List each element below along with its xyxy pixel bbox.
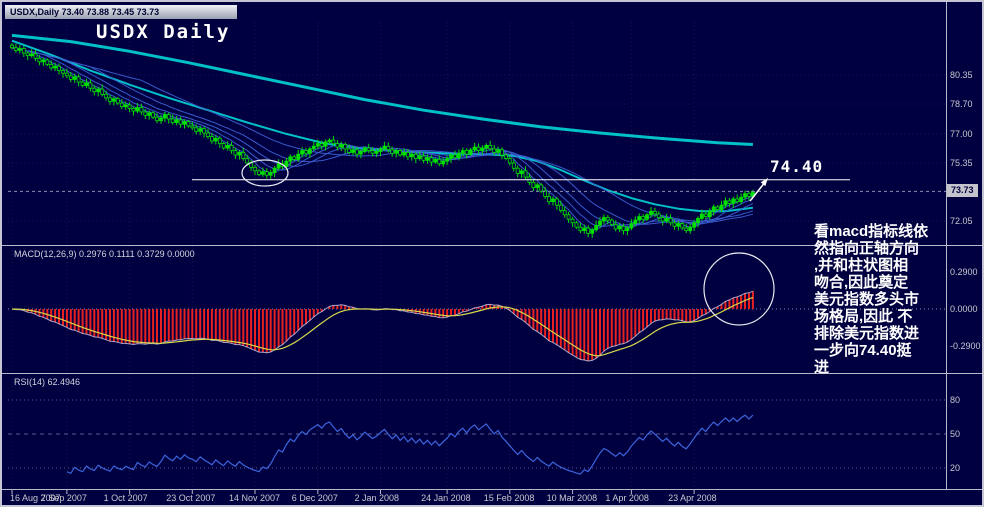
macd-signal-line — [11, 296, 754, 357]
time-axis-label: 7 Sep 2007 — [40, 493, 87, 503]
macd-histogram — [14, 291, 754, 361]
macd-axis-label: -0.2900 — [950, 341, 981, 351]
macd-main-line — [11, 290, 754, 362]
ma_teal_fast-line — [11, 39, 754, 213]
time-axis-label: 1 Apr 2008 — [605, 493, 649, 503]
rsi-axis-label: 20 — [950, 463, 961, 473]
annotation-text: 看macd指标线依 然指向正轴方向 ,并和柱状图相 吻合,因此奠定 美元指数多头… — [814, 223, 929, 376]
macd-axis-label: 0.0000 — [950, 304, 978, 314]
price-axis-label: 75.35 — [950, 158, 973, 168]
chart-title-strip: USDX,Daily 73.40 73.88 73.45 73.73 — [5, 5, 237, 19]
ellipse-annotation-price — [241, 159, 289, 187]
time-axis-label: 23 Apr 2008 — [668, 493, 717, 503]
macd-label: MACD(12,26,9) 0.2976 0.1111 0.3729 0.000… — [14, 249, 195, 259]
candlestick-series — [10, 43, 755, 238]
time-axis-label: 2 Jan 2008 — [354, 493, 400, 503]
ma-fan-lines — [11, 47, 754, 231]
price-axis-label: 77.00 — [950, 128, 973, 139]
rsi-label: RSI(14) 62.4946 — [14, 377, 81, 387]
rsi-axis-label: 50 — [950, 429, 961, 439]
time-axis-label: 1 Oct 2007 — [103, 493, 148, 503]
price-axis-label: 80.35 — [950, 70, 973, 80]
time-axis-label: 23 Oct 2007 — [166, 493, 216, 503]
ma_teal_slow-line — [11, 33, 753, 146]
time-axis-label: 6 Dec 2007 — [291, 493, 338, 503]
current-price-box: 73.73 — [947, 184, 978, 198]
time-axis-label: 24 Jan 2008 — [421, 493, 471, 503]
rsi-axis-label: 80 — [950, 395, 961, 405]
up-arrow-icon — [749, 178, 768, 202]
time-axis-label: 16 Aug 2007 — [10, 493, 61, 503]
rsi-line — [66, 414, 754, 475]
time-axis-label: 15 Feb 2008 — [483, 493, 535, 503]
ellipse-annotation-macd — [703, 252, 775, 326]
trendline-label: 74.40 — [770, 156, 824, 176]
time-axis-label: 10 Mar 2008 — [546, 493, 598, 503]
price-axis-label: 78.70 — [950, 99, 973, 109]
price-axis-label: 72.05 — [950, 216, 973, 226]
macd-axis-label: 0.2900 — [950, 267, 978, 277]
time-axis-label: 14 Nov 2007 — [229, 493, 281, 503]
symbol-title: USDX Daily — [96, 21, 231, 43]
